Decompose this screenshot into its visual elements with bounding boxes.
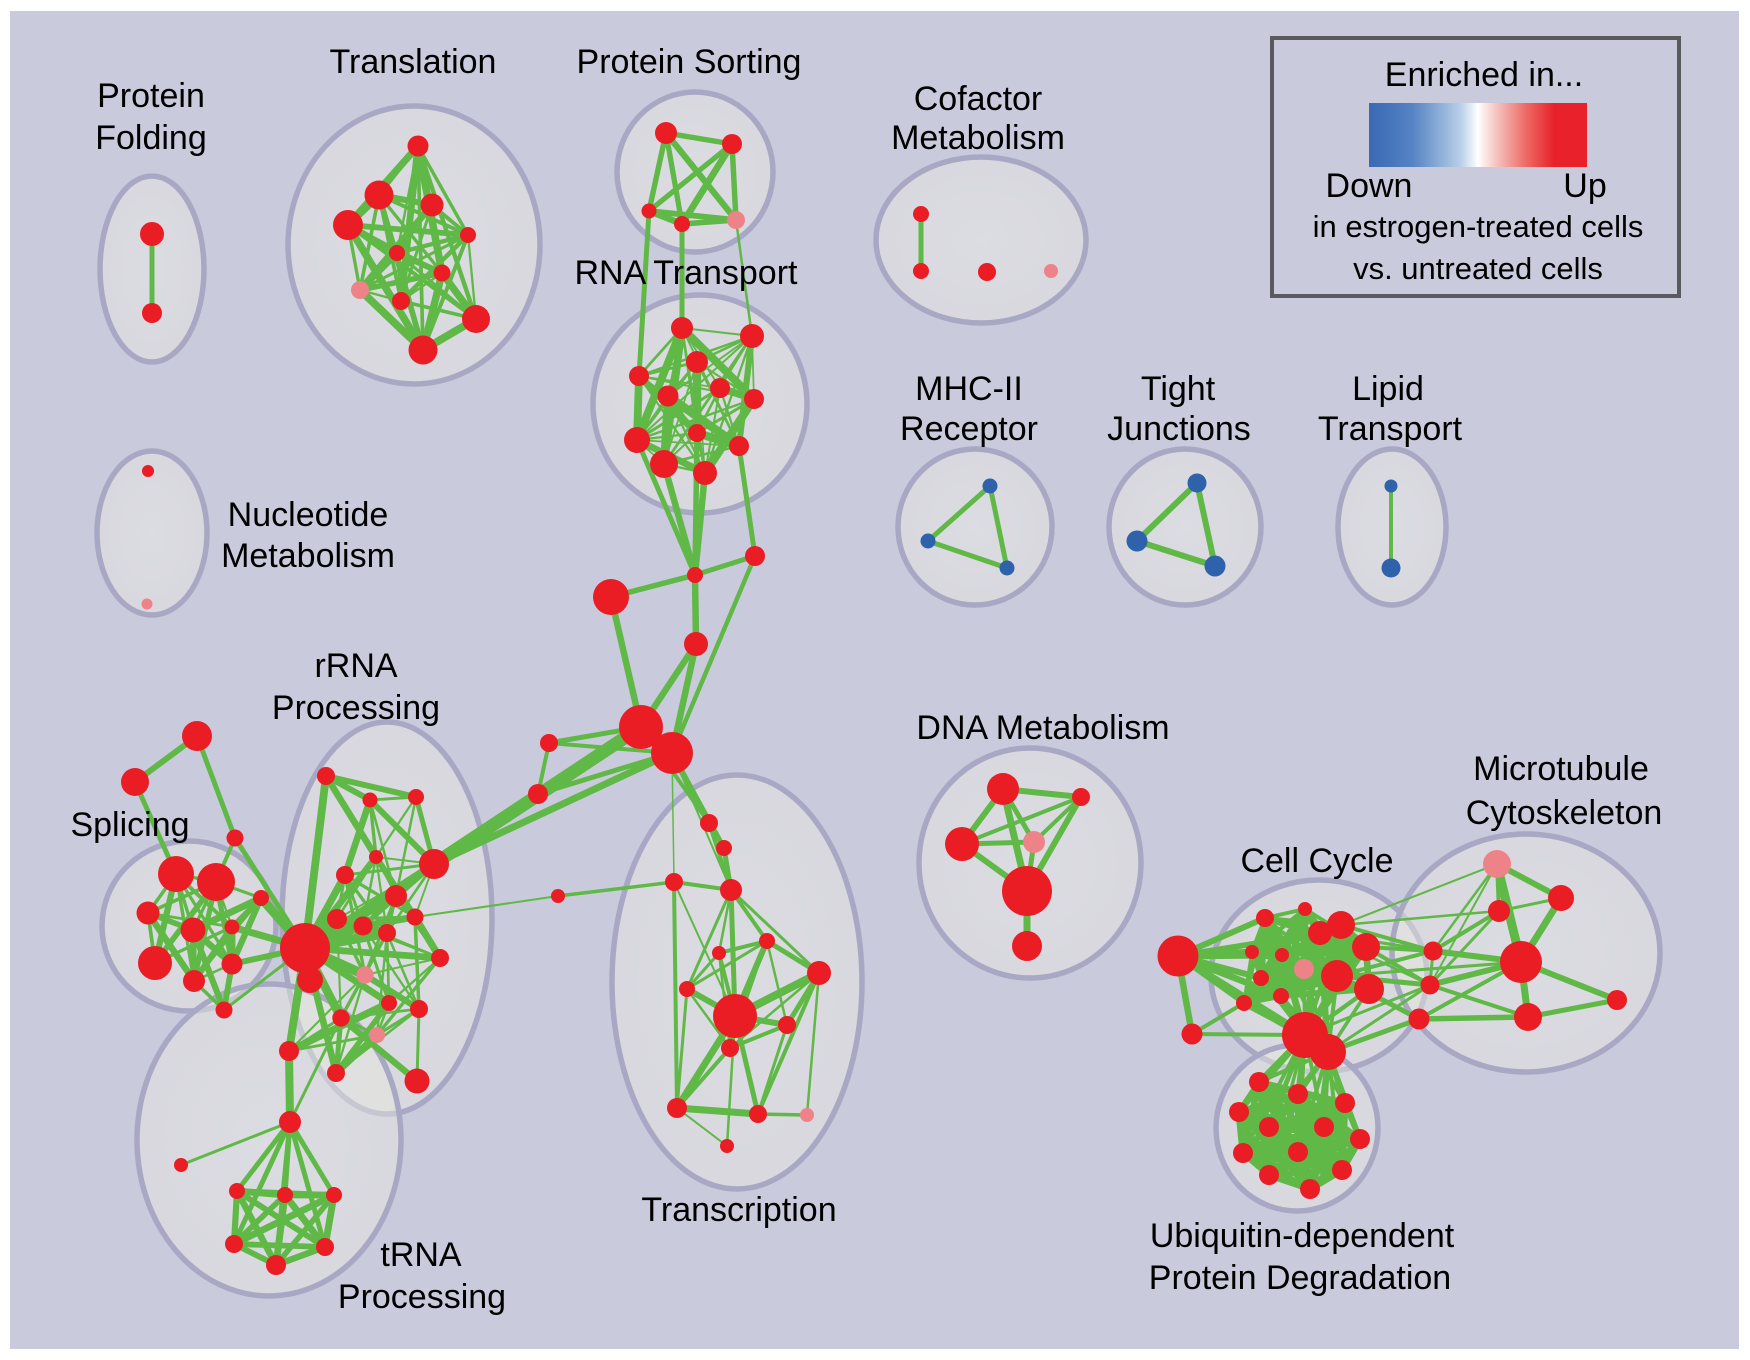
svg-text:Protein: Protein	[97, 77, 205, 115]
svg-text:Up: Up	[1563, 167, 1606, 205]
svg-text:Translation: Translation	[330, 43, 497, 81]
svg-text:Ubiquitin-dependent: Ubiquitin-dependent	[1150, 1217, 1455, 1255]
svg-text:tRNA: tRNA	[380, 1236, 462, 1274]
svg-text:RNA Transport: RNA Transport	[575, 254, 799, 292]
svg-text:vs. untreated cells: vs. untreated cells	[1353, 251, 1603, 286]
svg-text:Processing: Processing	[272, 689, 440, 727]
svg-text:Nucleotide: Nucleotide	[228, 496, 389, 534]
svg-text:Cytoskeleton: Cytoskeleton	[1466, 794, 1663, 832]
svg-text:Transport: Transport	[1318, 410, 1463, 448]
svg-text:Processing: Processing	[338, 1278, 506, 1316]
svg-text:Down: Down	[1326, 167, 1413, 205]
svg-text:Metabolism: Metabolism	[891, 119, 1065, 157]
svg-text:Metabolism: Metabolism	[221, 537, 395, 575]
svg-text:Enriched in...: Enriched in...	[1385, 56, 1583, 94]
svg-text:Microtubule: Microtubule	[1473, 750, 1649, 788]
svg-text:Transcription: Transcription	[641, 1191, 836, 1229]
svg-text:Protein Sorting: Protein Sorting	[577, 43, 802, 81]
svg-text:rRNA: rRNA	[314, 647, 397, 685]
svg-text:Protein Degradation: Protein Degradation	[1149, 1259, 1451, 1297]
svg-text:Cofactor: Cofactor	[914, 80, 1043, 118]
svg-text:in estrogen-treated cells: in estrogen-treated cells	[1313, 209, 1644, 244]
svg-text:Tight: Tight	[1141, 370, 1216, 408]
svg-text:Receptor: Receptor	[900, 410, 1038, 448]
svg-text:Cell Cycle: Cell Cycle	[1240, 842, 1393, 880]
svg-text:Folding: Folding	[95, 119, 207, 157]
svg-text:MHC-II: MHC-II	[915, 370, 1023, 408]
svg-text:Splicing: Splicing	[70, 806, 189, 844]
svg-text:DNA Metabolism: DNA Metabolism	[916, 709, 1169, 747]
svg-text:Junctions: Junctions	[1107, 410, 1251, 448]
svg-text:Lipid: Lipid	[1352, 370, 1424, 408]
